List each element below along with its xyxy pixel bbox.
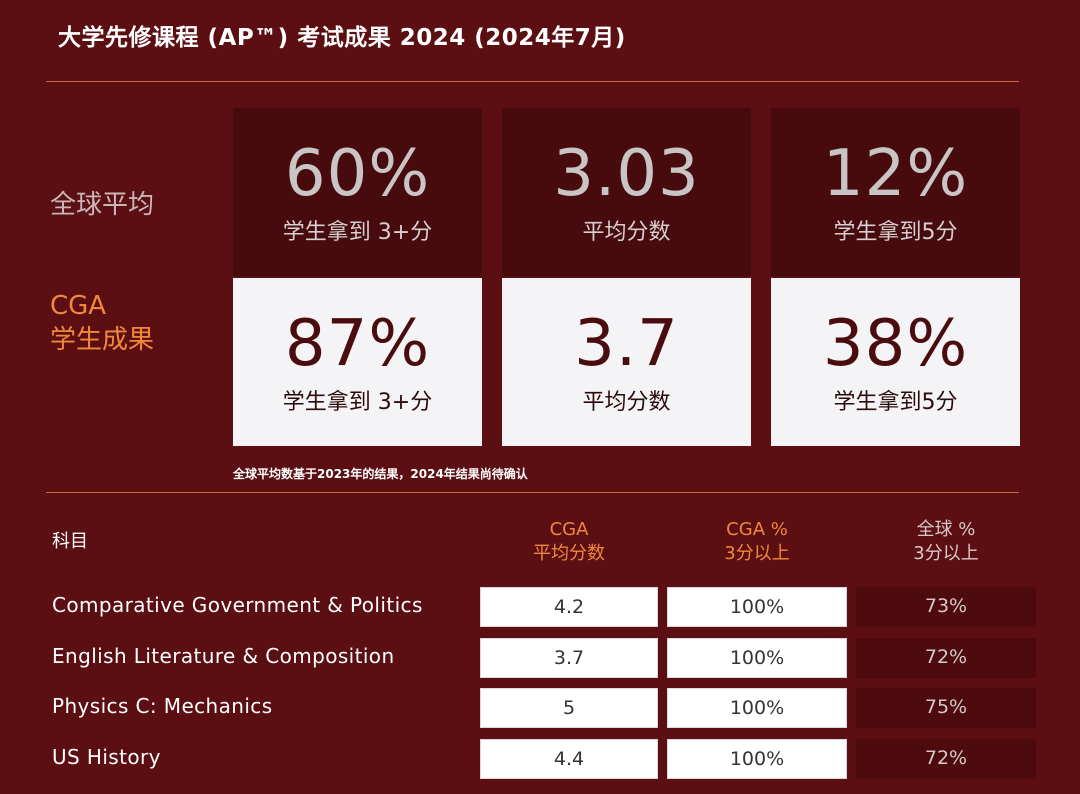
top-divider xyxy=(46,81,1019,82)
stat-value: 38% xyxy=(822,307,969,381)
page-title: 大学先修课程 (AP™) 考试成果 2024 (2024年7月) xyxy=(58,25,626,51)
cga-stat-card-top-score: 38% 学生拿到5分 xyxy=(771,278,1020,446)
header-line: 平均分数 xyxy=(533,543,605,564)
header-line: 3分以上 xyxy=(724,543,790,564)
stat-label: 学生拿到 3+分 xyxy=(282,220,433,245)
cga-percent-column-header: CGA % 3分以上 xyxy=(667,518,847,566)
stat-label: 学生拿到5分 xyxy=(833,390,958,415)
stat-label: 学生拿到 3+分 xyxy=(282,390,433,415)
cga-results-label-line2: 学生成果 xyxy=(50,325,155,355)
global-average-label: 全球平均 xyxy=(50,190,155,220)
stat-value: 3.7 xyxy=(574,307,679,381)
middle-divider xyxy=(46,492,1019,493)
stat-label: 学生拿到5分 xyxy=(833,220,958,245)
global-stat-card-top-score: 12% 学生拿到5分 xyxy=(771,108,1020,276)
subject-name: Physics C: Mechanics xyxy=(52,694,273,718)
global-stat-card-average: 3.03 平均分数 xyxy=(502,108,751,276)
subject-name: English Literature & Composition xyxy=(52,644,395,668)
stat-value: 87% xyxy=(284,307,431,381)
cga-average-cell: 5 xyxy=(480,688,658,728)
global-percent-cell: 72% xyxy=(856,739,1036,779)
cga-results-label-line1: CGA xyxy=(50,291,107,321)
stat-label: 平均分数 xyxy=(582,390,671,415)
subject-name: Comparative Government & Politics xyxy=(52,593,423,617)
cga-average-column-header: CGA 平均分数 xyxy=(480,518,658,566)
global-percent-column-header: 全球 % 3分以上 xyxy=(856,518,1036,566)
header-line: CGA xyxy=(549,519,589,540)
global-stat-card-pass-rate: 60% 学生拿到 3+分 xyxy=(233,108,482,276)
global-percent-cell: 75% xyxy=(856,688,1036,728)
table-row: English Literature & Composition 3.7 100… xyxy=(0,638,1080,678)
subject-column-header: 科目 xyxy=(52,531,88,552)
table-row: US History 4.4 100% 72% xyxy=(0,739,1080,779)
stat-label: 平均分数 xyxy=(582,220,671,245)
cga-percent-cell: 100% xyxy=(667,587,847,627)
subject-name: US History xyxy=(52,745,161,769)
cga-average-cell: 3.7 xyxy=(480,638,658,678)
header-line: 3分以上 xyxy=(913,543,979,564)
header-line: 全球 % xyxy=(916,519,976,540)
cga-average-cell: 4.2 xyxy=(480,587,658,627)
global-percent-cell: 73% xyxy=(856,587,1036,627)
cga-results-label: CGA 学生成果 xyxy=(50,289,154,357)
header-line: CGA % xyxy=(726,519,788,540)
stat-value: 12% xyxy=(822,137,969,211)
global-percent-cell: 72% xyxy=(856,638,1036,678)
table-row: Comparative Government & Politics 4.2 10… xyxy=(0,587,1080,627)
stat-value: 60% xyxy=(284,137,431,211)
cga-stat-card-pass-rate: 87% 学生拿到 3+分 xyxy=(233,278,482,446)
footnote: 全球平均数基于2023年的结果，2024年结果尚待确认 xyxy=(233,467,528,481)
cga-average-cell: 4.4 xyxy=(480,739,658,779)
cga-percent-cell: 100% xyxy=(667,688,847,728)
stat-value: 3.03 xyxy=(553,137,700,211)
cga-percent-cell: 100% xyxy=(667,739,847,779)
cga-percent-cell: 100% xyxy=(667,638,847,678)
table-row: Physics C: Mechanics 5 100% 75% xyxy=(0,688,1080,728)
cga-stat-card-average: 3.7 平均分数 xyxy=(502,278,751,446)
